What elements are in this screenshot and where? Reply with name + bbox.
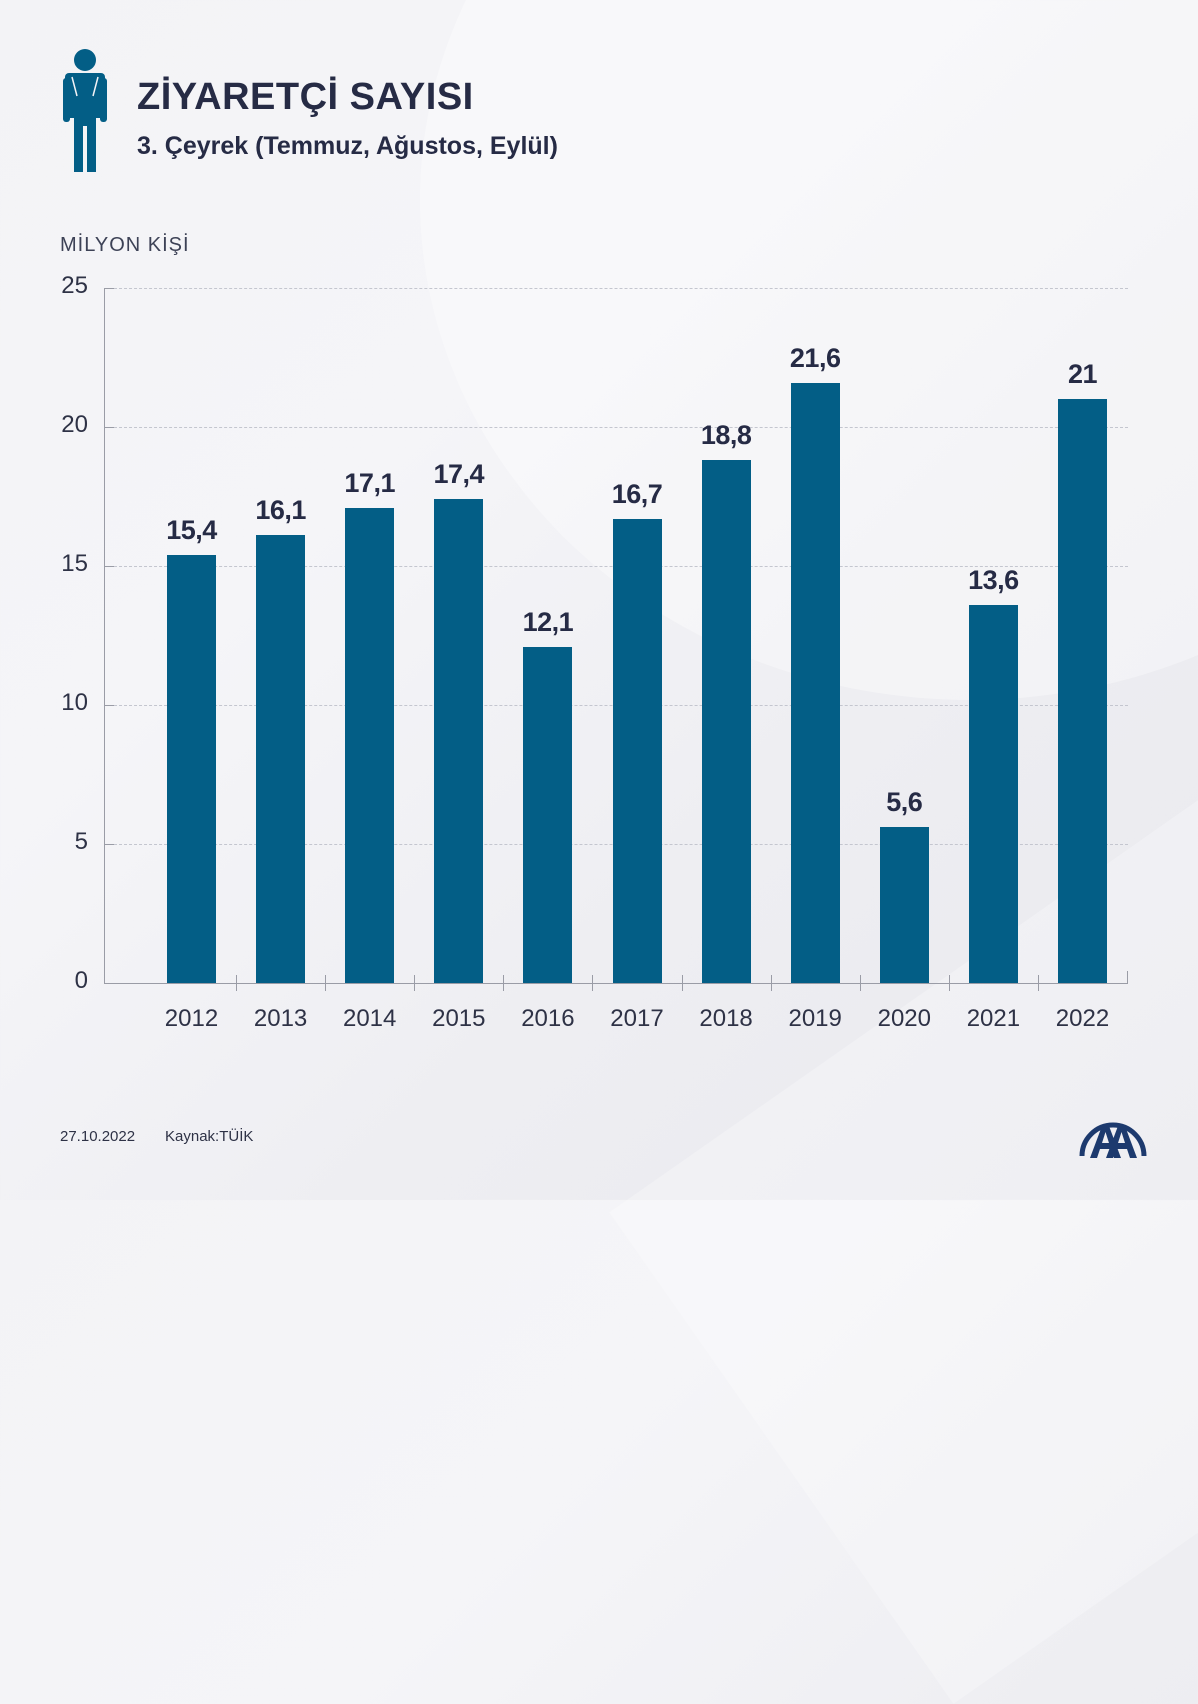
x-axis-line [104, 983, 1128, 984]
bar-2018[interactable] [701, 460, 751, 983]
gridline [104, 288, 1128, 289]
y-tick-label: 25 [61, 272, 88, 299]
bar-value-label: 16,1 [255, 495, 306, 526]
gridline [104, 427, 1128, 428]
y-tick-mark [104, 983, 114, 984]
x-tick-label: 2021 [966, 1005, 1021, 1032]
y-tick-mark [104, 705, 114, 706]
x-tick-label: 2016 [521, 1005, 575, 1032]
y-tick-label: 20 [61, 411, 88, 438]
x-tick-mark [236, 975, 238, 991]
bar-value-label: 21 [1067, 359, 1098, 390]
x-tick-mark [414, 975, 416, 991]
bar-2014[interactable] [345, 507, 395, 983]
bar-value-label: 17,4 [433, 459, 485, 490]
bar-value-label: 16,7 [611, 478, 663, 509]
bar-2016[interactable] [523, 646, 573, 983]
x-tick-mark [770, 975, 772, 991]
bar-2015[interactable] [434, 499, 484, 983]
x-tick-label: 2018 [699, 1005, 753, 1032]
x-tick-mark [859, 975, 861, 991]
y-tick-mark [104, 427, 114, 428]
aa-logo-icon [1079, 1122, 1147, 1158]
x-tick-mark [503, 975, 505, 991]
x-tick-mark [1037, 975, 1039, 991]
y-tick-mark [104, 844, 114, 845]
y-tick-label: 15 [61, 550, 88, 577]
x-tick-mark [592, 975, 594, 991]
bar-2019[interactable] [790, 382, 840, 983]
x-tick-label: 2015 [432, 1005, 486, 1032]
x-tick-label: 2014 [342, 1005, 397, 1032]
chart-subtitle: 3. Çeyrek (Temmuz, Ağustos, Eylül) [137, 132, 558, 160]
y-tick-label: 0 [74, 967, 88, 994]
chart-title: ZİYARETÇİ SAYISI [137, 76, 474, 118]
bar-2022[interactable] [1058, 399, 1107, 983]
x-tick-mark [681, 975, 683, 991]
x-tick-label: 2020 [877, 1005, 931, 1032]
y-tick-label: 5 [74, 828, 88, 855]
person-backpack-icon [63, 49, 107, 172]
bar-value-label: 17,1 [344, 467, 395, 498]
bar-value-label: 12,1 [522, 606, 574, 637]
bar-value-label: 13,6 [968, 564, 1019, 595]
x-tick-mark [948, 975, 950, 991]
y-axis-unit-label: MİLYON KİŞİ [60, 234, 190, 256]
bar-chart: 0 5 10 15 20 25 15,4 2012 16,1 2013 17,1 2014 17,4 20… [61, 272, 1128, 1032]
bar-value-label: 18,8 [700, 420, 752, 451]
y-tick-label: 10 [61, 689, 88, 716]
bar-value-label: 15,4 [166, 514, 217, 545]
bar-2013[interactable] [256, 535, 306, 983]
x-tick-label: 2013 [253, 1005, 308, 1032]
y-tick-mark [104, 566, 114, 567]
bar-2012[interactable] [167, 554, 216, 983]
x-tick-mark [325, 975, 327, 991]
y-tick-mark [104, 288, 114, 289]
x-axis-end-mark [1127, 971, 1128, 984]
y-axis-line [104, 288, 105, 984]
publish-date: 27.10.2022 [60, 1128, 136, 1145]
bar-value-label: 5,6 [886, 787, 923, 818]
data-source: Kaynak:TÜİK [165, 1128, 254, 1145]
bar-value-label: 21,6 [789, 342, 841, 373]
x-tick-label: 2022 [1055, 1005, 1110, 1032]
x-tick-label: 2012 [164, 1005, 219, 1032]
bar-2017[interactable] [612, 518, 662, 983]
x-tick-label: 2017 [610, 1005, 664, 1032]
bar-2021[interactable] [968, 604, 1018, 983]
bar-2020[interactable] [879, 827, 929, 983]
x-tick-label: 2019 [788, 1005, 842, 1032]
